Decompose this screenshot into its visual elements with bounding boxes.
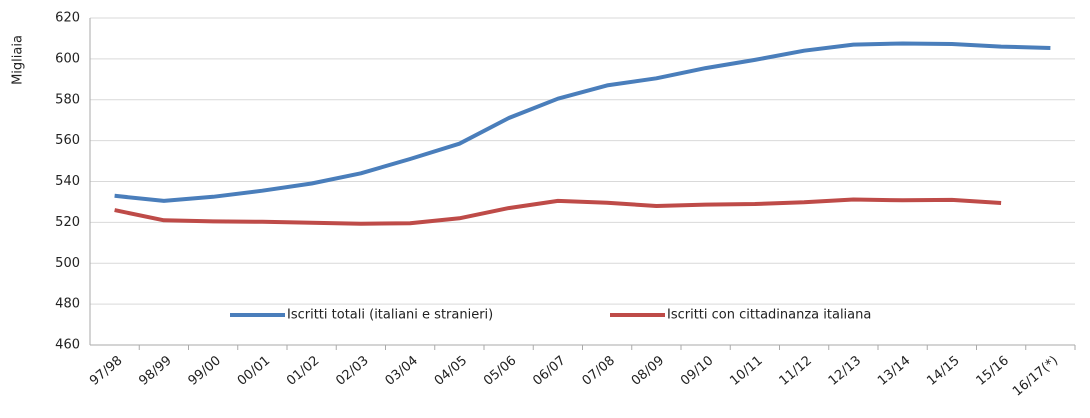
x-tick-label: 04/05 <box>432 353 470 389</box>
x-tick-label: 10/11 <box>727 353 765 389</box>
legend-label: Iscritti totali (italiani e stranieri) <box>287 308 493 323</box>
x-tick-label: 98/99 <box>136 353 174 389</box>
series-line <box>114 197 1002 226</box>
y-tick-label: 560 <box>55 133 80 148</box>
y-tick-label: 540 <box>55 174 80 189</box>
x-tick-label: 06/07 <box>530 353 568 389</box>
x-tick-label: 01/02 <box>284 353 322 389</box>
x-tick-label: 02/03 <box>333 353 371 389</box>
y-tick-label: 460 <box>55 338 80 353</box>
legend-label: Iscritti con cittadinanza italiana <box>667 308 871 323</box>
x-tick-label: 13/14 <box>875 353 913 389</box>
x-tick-label: 97/98 <box>87 353 125 389</box>
y-tick-label: 500 <box>55 256 80 271</box>
series-line <box>114 41 1051 203</box>
x-tick-label: 15/16 <box>974 353 1012 389</box>
x-tick-label: 00/01 <box>235 353 273 389</box>
x-tick-label: 03/04 <box>383 353 421 389</box>
x-tick-label: 05/06 <box>481 353 519 389</box>
y-tick-label: 480 <box>55 297 80 312</box>
x-tick-label: 09/10 <box>678 353 716 389</box>
x-tick-label: 12/13 <box>826 353 864 389</box>
x-tick-label: 14/15 <box>924 353 962 389</box>
y-tick-label: 620 <box>55 11 80 26</box>
x-tick-label: 11/12 <box>777 353 815 389</box>
x-tick-label: 16/17(*) <box>1010 353 1061 399</box>
x-tick-label: 07/08 <box>580 353 618 389</box>
y-tick-label: 580 <box>55 92 80 107</box>
y-tick-label: 520 <box>55 215 80 230</box>
x-tick-label: 08/09 <box>629 353 667 389</box>
y-axis-label: Migliaia <box>11 35 26 85</box>
x-tick-label: 99/00 <box>186 353 224 389</box>
y-tick-label: 600 <box>55 51 80 66</box>
